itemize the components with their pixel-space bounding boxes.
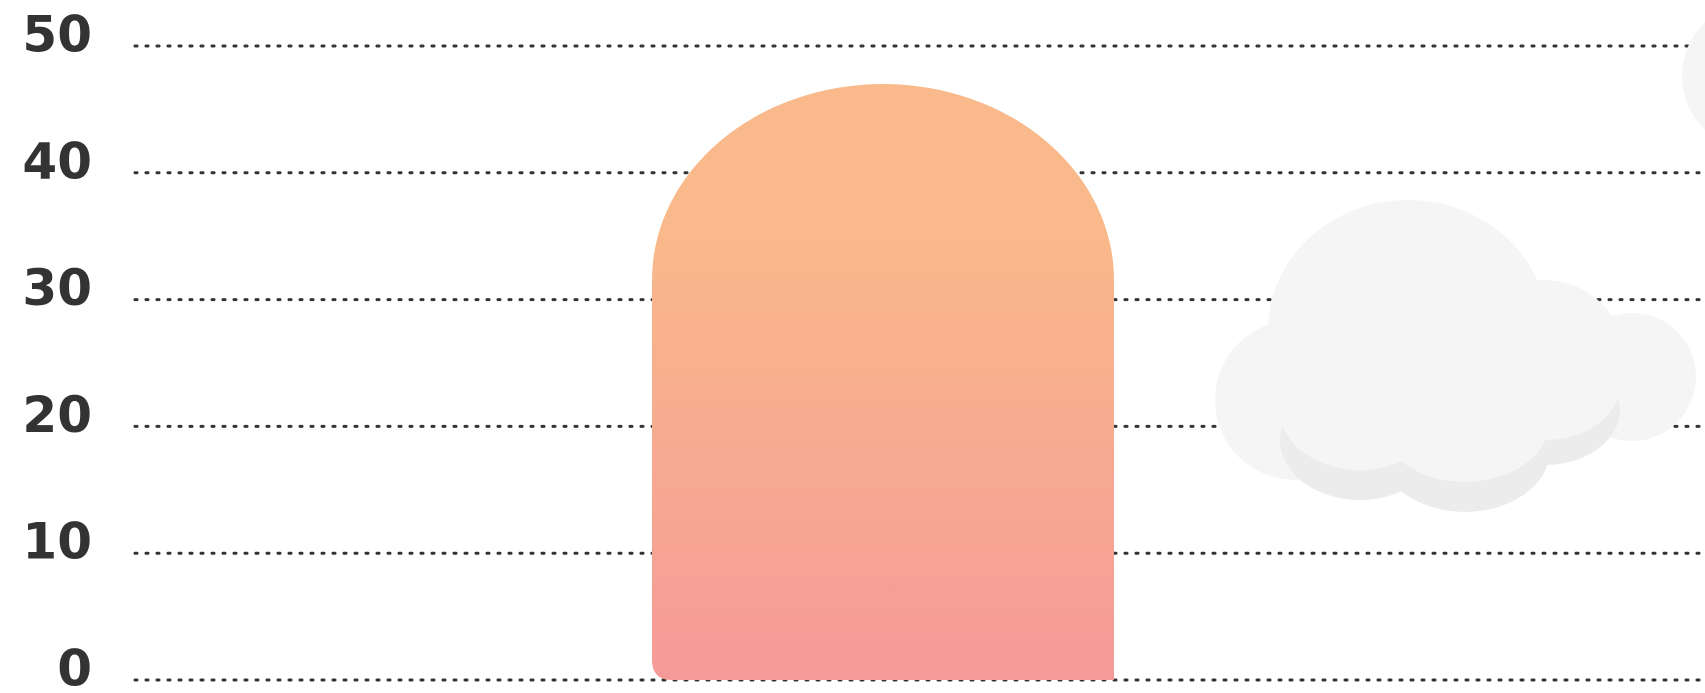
y-tick-label: 50 — [22, 6, 92, 64]
cloud-decoration — [1215, 1, 1705, 512]
bar — [652, 84, 1114, 680]
y-tick-label: 40 — [22, 132, 92, 190]
chart: 0 10 20 30 40 50 — [0, 0, 1705, 693]
cloud-puff — [1470, 330, 1620, 440]
page: {"chart_data": {"type": "bar", "categori… — [0, 0, 1705, 693]
cloud-edge — [1682, 1, 1705, 151]
y-tick-label: 10 — [22, 513, 92, 571]
y-tick-label: 30 — [22, 259, 92, 317]
y-tick-label: 0 — [57, 640, 92, 693]
y-tick-label: 20 — [22, 386, 92, 444]
